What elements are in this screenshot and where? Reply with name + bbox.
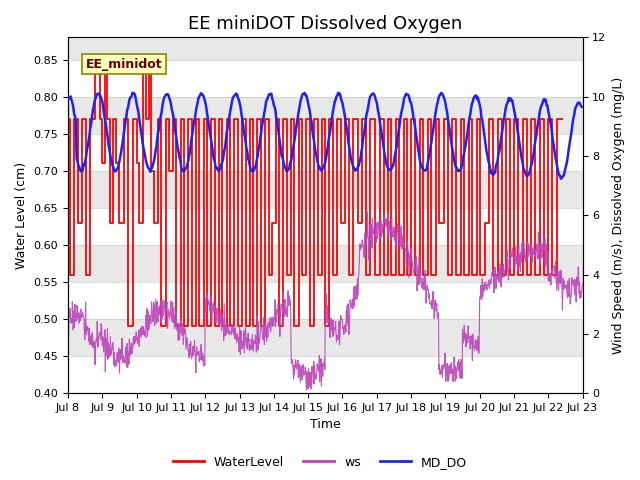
Bar <box>68 60 582 96</box>
Bar <box>68 282 582 319</box>
Text: EE_minidot: EE_minidot <box>86 58 163 71</box>
X-axis label: Time: Time <box>310 419 340 432</box>
Bar <box>68 208 582 245</box>
Bar <box>68 171 582 208</box>
Legend: WaterLevel, ws, MD_DO: WaterLevel, ws, MD_DO <box>168 451 472 474</box>
Bar <box>68 319 582 356</box>
Y-axis label: Wind Speed (m/s), Dissolved Oxygen (mg/L): Wind Speed (m/s), Dissolved Oxygen (mg/L… <box>612 77 625 354</box>
Bar <box>68 134 582 171</box>
Bar <box>68 356 582 393</box>
Bar <box>68 96 582 134</box>
Bar <box>68 245 582 282</box>
Title: EE miniDOT Dissolved Oxygen: EE miniDOT Dissolved Oxygen <box>188 15 463 33</box>
Y-axis label: Water Level (cm): Water Level (cm) <box>15 162 28 269</box>
